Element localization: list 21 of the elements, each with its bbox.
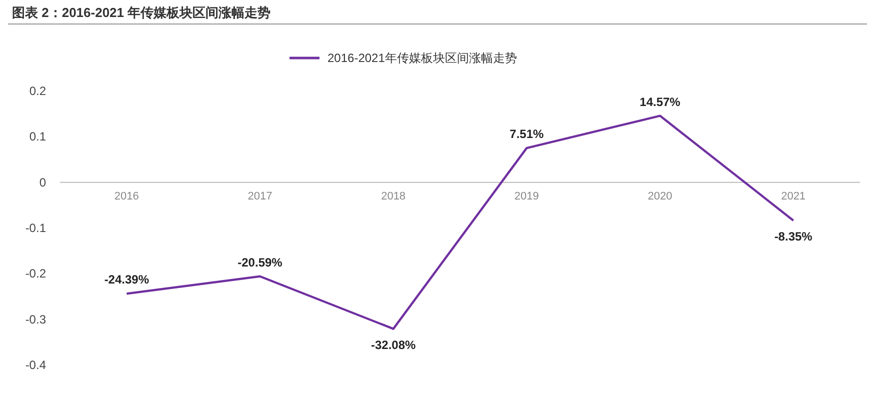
y-tick-label: 0.1	[29, 130, 46, 144]
y-tick-label: 0	[39, 175, 46, 190]
x-tick-label: 2016	[114, 190, 139, 202]
x-tick-label: 2018	[381, 190, 406, 202]
x-tick-label: 2019	[514, 190, 539, 202]
y-tick-label: -0.4	[25, 358, 46, 372]
x-tick-label: 2021	[781, 190, 806, 202]
x-tick-label: 2020	[648, 190, 672, 202]
y-tick-label: -0.1	[25, 221, 46, 235]
x-tick-label: 2017	[248, 190, 272, 202]
data-label: -24.39%	[104, 272, 150, 287]
data-label: 7.51%	[510, 127, 544, 142]
y-tick-label: -0.2	[25, 266, 46, 281]
data-label: 14.57%	[640, 94, 681, 109]
y-tick-label: -0.3	[25, 312, 46, 326]
data-label: -32.08%	[370, 338, 416, 352]
chart-title: 图表 2：2016-2021 年传媒板块区间涨幅走势	[12, 5, 271, 20]
data-label: -8.35%	[774, 229, 813, 244]
legend-label: 2016-2021年传媒板块区间涨幅走势	[328, 51, 517, 65]
y-tick-label: 0.2	[29, 84, 46, 98]
data-label: -20.59%	[238, 255, 283, 270]
